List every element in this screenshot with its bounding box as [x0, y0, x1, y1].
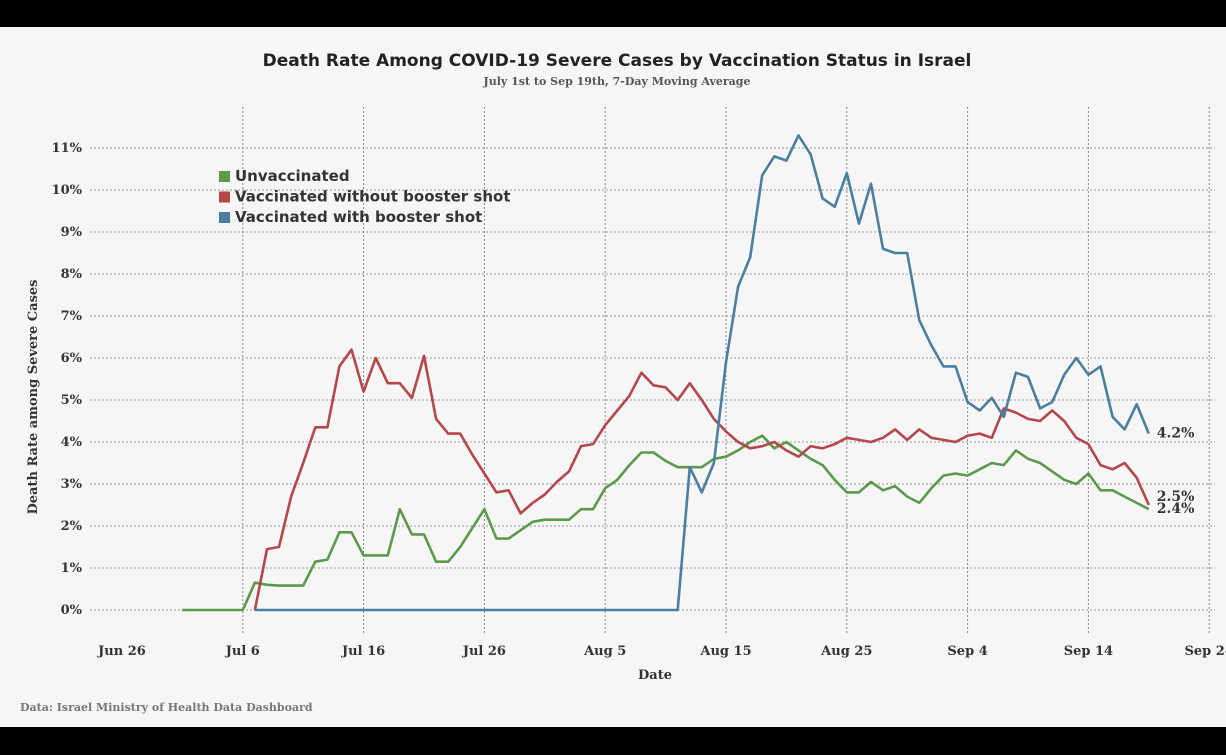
legend-swatch-1: [219, 191, 230, 203]
chart-subtitle: July 1st to Sep 19th, 7-Day Moving Avera…: [483, 75, 751, 88]
x-tick-label: Aug 15: [699, 644, 751, 659]
y-tick-label: 3%: [61, 477, 83, 492]
y-tick-label: 5%: [61, 393, 83, 408]
y-axis-label: Death Rate among Severe Cases: [26, 279, 41, 514]
y-tick-label: 11%: [52, 141, 83, 156]
grid: [90, 107, 1215, 635]
x-tick-label: Jun 26: [97, 644, 146, 659]
legend: Unvaccinated Vaccinated without booster s…: [219, 167, 511, 226]
y-tick-label: 6%: [61, 351, 83, 366]
y-tick-label: 9%: [61, 225, 83, 240]
source-note: Data: Israel Ministry of Health Data Das…: [20, 701, 313, 714]
x-tick-label: Jul 26: [462, 644, 506, 659]
chart-frame: Death Rate Among COVID-19 Severe Cases b…: [0, 27, 1226, 727]
legend-swatch-0: [219, 171, 230, 182]
x-tick-label: Jul 16: [341, 644, 385, 659]
x-tick-label: Aug 5: [583, 644, 626, 659]
x-tick-label: Jul 6: [225, 644, 260, 659]
x-tick-label: Sep 24: [1185, 644, 1226, 659]
chart-title: Death Rate Among COVID-19 Severe Cases b…: [263, 51, 972, 71]
y-axis-ticks: 0% 1% 2% 3% 4% 5% 6% 7% 8% 9% 10% 11%: [52, 141, 83, 618]
legend-label-0: Unvaccinated: [235, 167, 350, 185]
x-tick-label: Sep 14: [1064, 644, 1113, 659]
y-tick-label: 7%: [61, 309, 83, 324]
x-tick-label: Sep 4: [947, 644, 987, 659]
y-tick-label: 0%: [61, 603, 83, 618]
x-tick-label: Aug 25: [820, 644, 872, 659]
x-axis-label: Date: [638, 668, 672, 683]
series-lines: [182, 134, 1151, 612]
legend-label-2: Vaccinated with booster shot: [235, 208, 482, 226]
legend-swatch-2: [219, 212, 230, 223]
legend-label-1: Vaccinated without booster shot: [235, 188, 511, 206]
y-tick-label: 2%: [61, 519, 83, 534]
series-line-1: [253, 348, 1150, 611]
y-tick-label: 10%: [52, 183, 83, 198]
end-label-2: 4.2%: [1157, 426, 1195, 442]
y-tick-label: 1%: [61, 561, 83, 576]
series-line-2: [254, 134, 1151, 612]
end-labels: 2.4%2.5% 4.2%: [1157, 426, 1195, 518]
x-axis-ticks: Jun 26 Jul 6 Jul 16 Jul 26 Aug 5 Aug 15 Aug 25…: [97, 644, 1226, 659]
series-line-0: [182, 434, 1150, 612]
end-label-0: 2.4%: [1157, 501, 1195, 517]
chart-svg: Death Rate Among COVID-19 Severe Cases b…: [20, 51, 1226, 714]
y-tick-label: 4%: [61, 435, 83, 450]
end-label-1: 2.5%: [1157, 489, 1195, 505]
y-tick-label: 8%: [61, 267, 83, 282]
